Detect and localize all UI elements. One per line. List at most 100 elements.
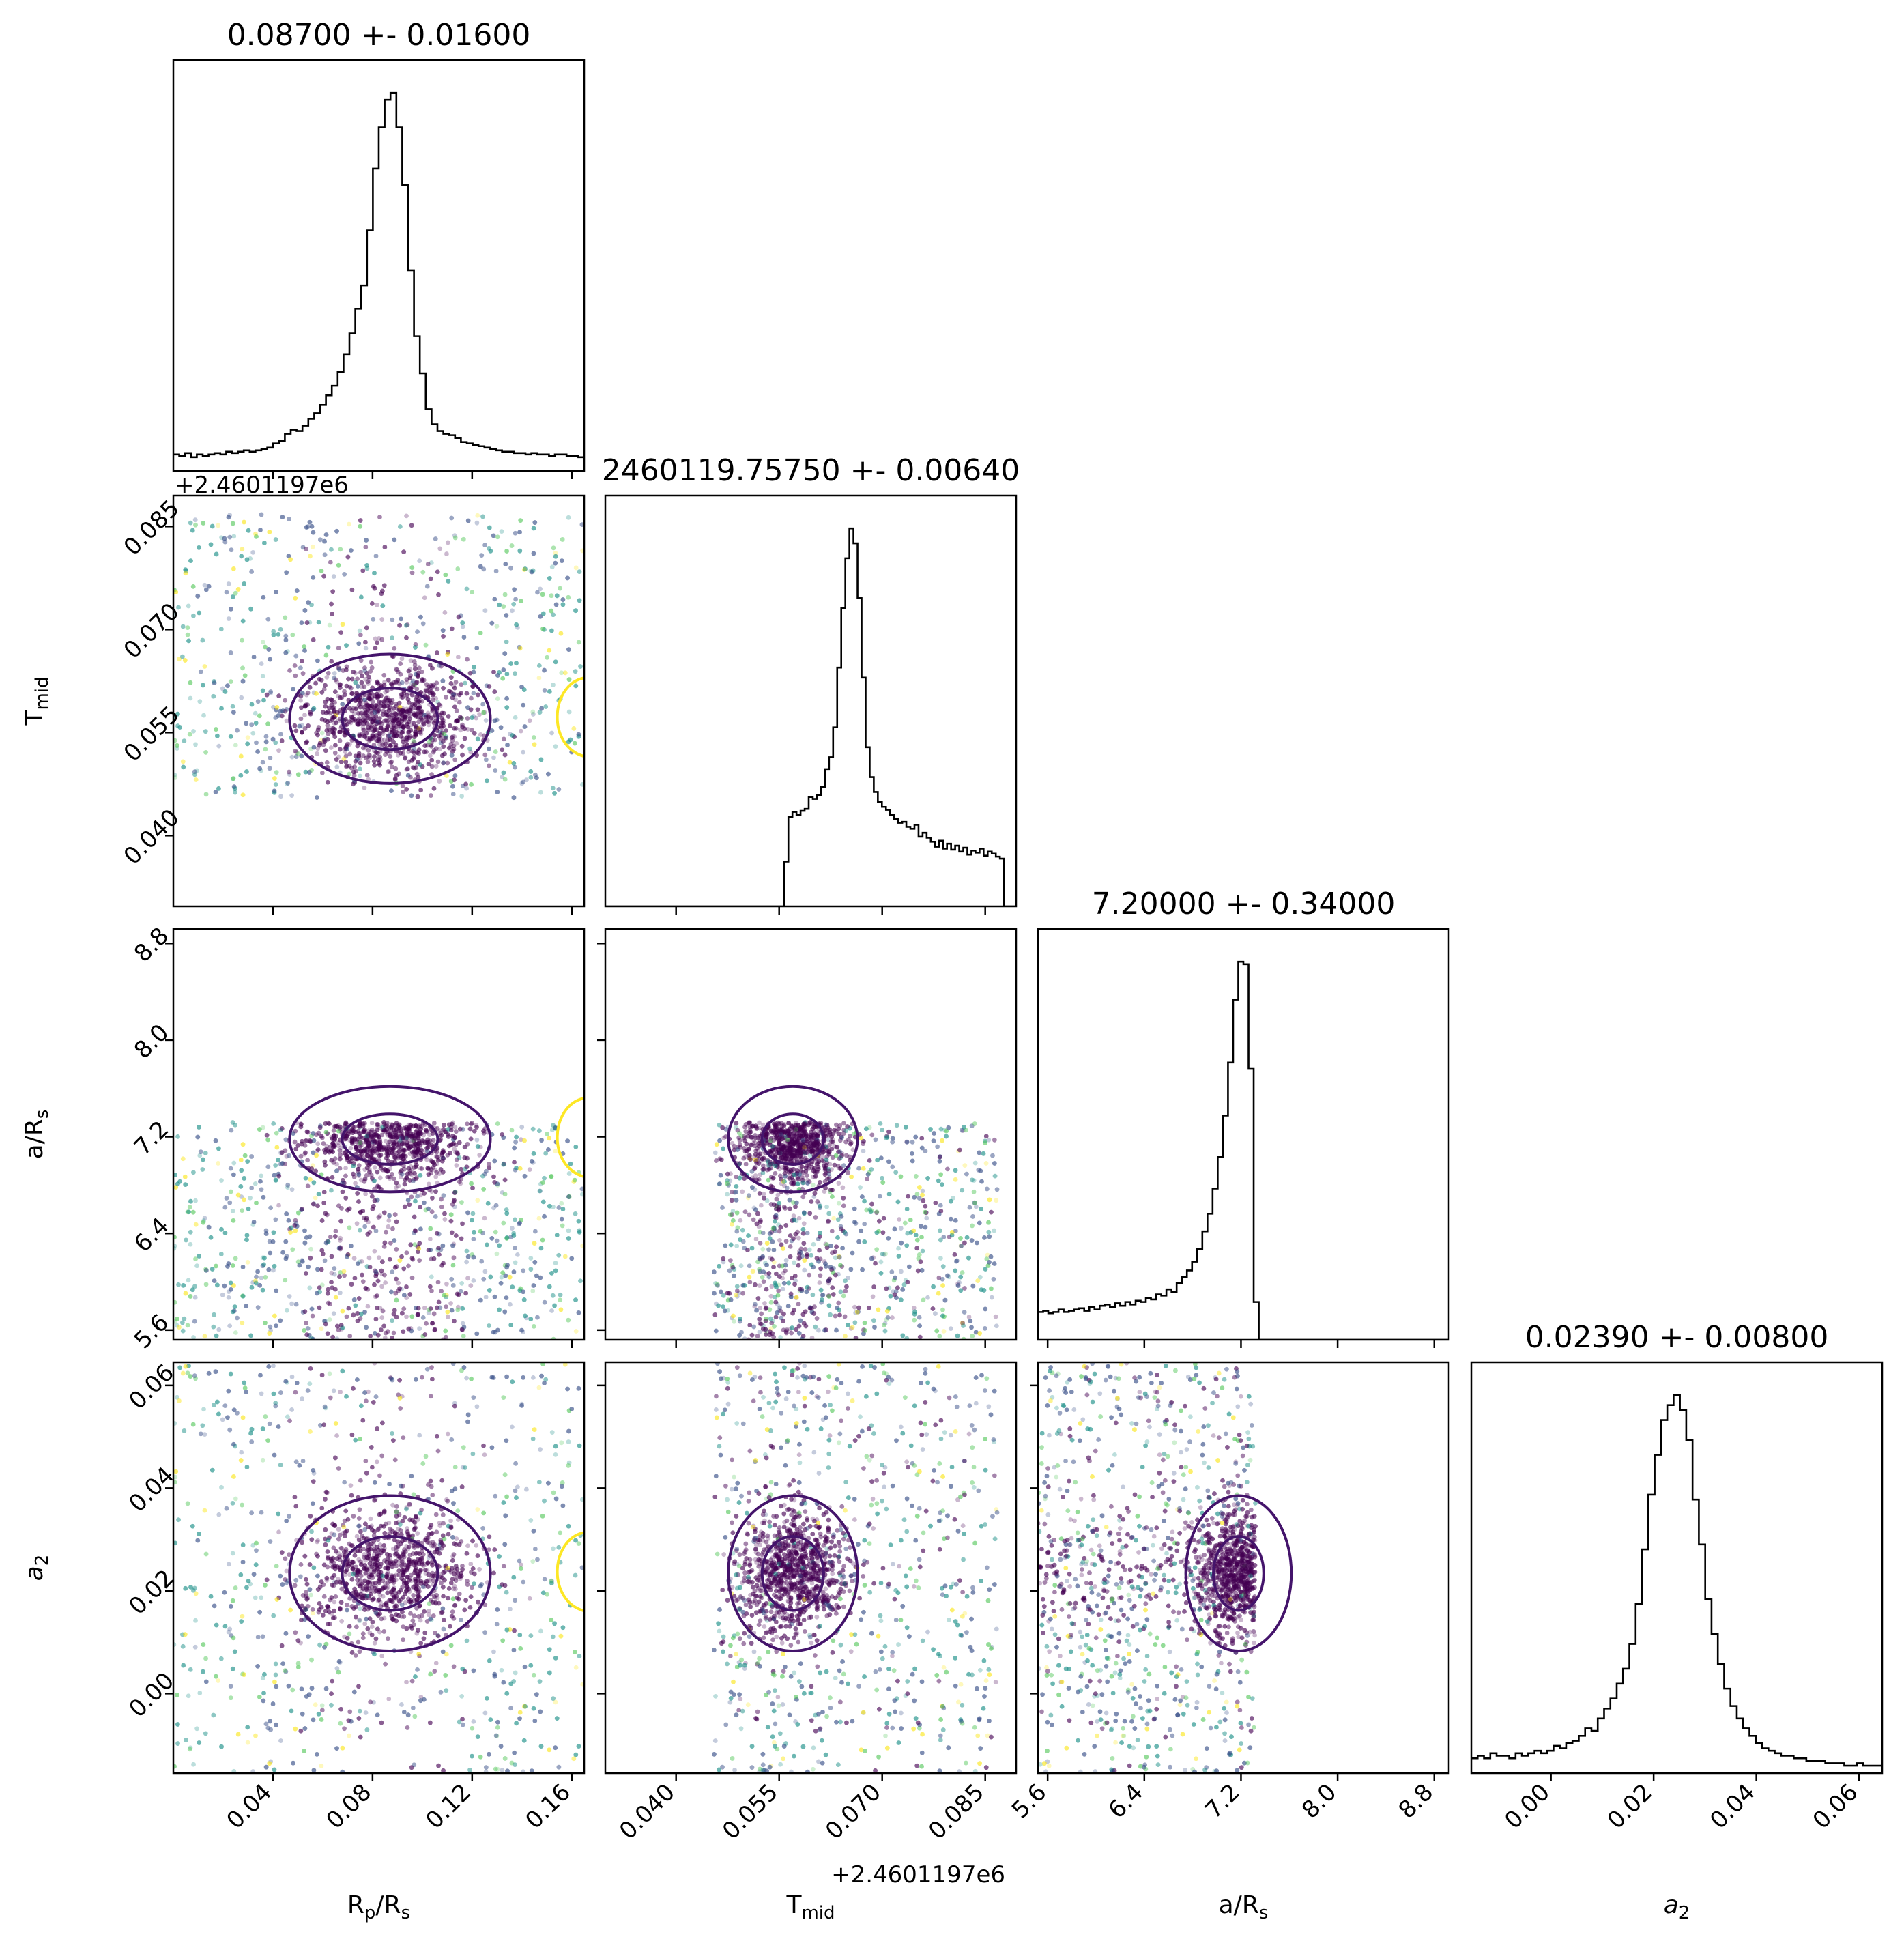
sample-point [343, 667, 349, 672]
sample-point [394, 1185, 399, 1190]
sample-point [182, 738, 187, 744]
sample-point [382, 700, 387, 705]
sample-point [441, 685, 446, 691]
sample-point [324, 674, 330, 680]
sample-point [521, 702, 526, 708]
sample-point [358, 719, 363, 724]
sample-point [185, 625, 190, 631]
sample-point [372, 727, 377, 732]
sample-point [446, 689, 452, 694]
sample-point [238, 773, 244, 778]
sample-point [183, 567, 188, 572]
sample-point [265, 721, 271, 727]
sample-point [383, 741, 388, 747]
sample-point [457, 715, 463, 720]
sample-point [440, 739, 446, 744]
sample-point [373, 554, 379, 559]
sample-point [396, 700, 402, 706]
sample-point [412, 754, 417, 760]
sample-point [445, 652, 450, 657]
sample-point [352, 779, 358, 785]
sample-point [549, 628, 554, 633]
sample-point [476, 692, 480, 698]
sample-point [508, 565, 513, 571]
sample-point [193, 1198, 198, 1203]
sample-point [230, 594, 235, 599]
sample-point [371, 717, 377, 722]
sample-point [430, 715, 435, 720]
sample-point [444, 735, 448, 741]
sample-point [521, 687, 527, 692]
sample-point [429, 689, 434, 694]
sample-point [367, 736, 373, 741]
sample-point [577, 598, 582, 603]
sample-point [284, 570, 289, 575]
sample-point [267, 766, 272, 771]
sample-point [377, 1175, 383, 1181]
sample-point [263, 747, 268, 752]
sample-point [435, 687, 440, 692]
sample-point [550, 786, 556, 791]
sample-point [407, 716, 413, 721]
sample-point [197, 699, 203, 704]
sample-point [302, 726, 308, 731]
sample-point [349, 715, 354, 719]
sample-point [201, 683, 205, 688]
sample-point [409, 565, 415, 570]
sample-point [409, 570, 415, 575]
sample-point [280, 515, 285, 520]
sample-point [487, 525, 492, 530]
sample-point [547, 648, 552, 653]
sample-point [326, 644, 331, 650]
sample-point [391, 719, 396, 723]
sample-point [306, 723, 311, 728]
sample-point [547, 689, 552, 694]
sample-point [231, 1160, 237, 1166]
sample-point [329, 659, 334, 664]
sample-point [523, 566, 528, 571]
sample-point [302, 648, 307, 653]
sample-point [203, 792, 209, 797]
sample-point [426, 714, 431, 719]
sample-point [407, 711, 413, 717]
sample-point [366, 681, 371, 687]
sample-point [331, 1311, 336, 1317]
sample-point [371, 584, 376, 589]
sample-point [330, 726, 336, 731]
sample-point [411, 721, 416, 726]
sample-point [508, 661, 514, 666]
sample-point [276, 631, 281, 637]
sample-point [259, 661, 264, 666]
sample-point [285, 781, 289, 786]
sample-point [274, 770, 279, 775]
sample-point [419, 669, 424, 674]
sample-point [330, 706, 336, 711]
sample-point [560, 602, 566, 607]
sample-point [295, 751, 301, 756]
sample-point [478, 631, 483, 635]
sample-point [577, 598, 582, 603]
sample-point [283, 698, 288, 703]
sample-point [260, 760, 265, 765]
sample-point [288, 557, 293, 562]
sample-point [491, 533, 496, 538]
sample-point [297, 723, 302, 729]
sample-point [545, 655, 550, 660]
sample-point [259, 1275, 264, 1280]
sample-point [287, 769, 291, 775]
sample-point [273, 715, 278, 720]
sample-point [330, 698, 335, 703]
sample-point [414, 680, 420, 685]
sample-point [381, 719, 387, 724]
sample-point [325, 736, 330, 742]
sample-point [542, 667, 547, 673]
sample-point [376, 693, 381, 699]
sample-point [303, 740, 308, 745]
sample-point [438, 736, 444, 741]
sample-point [300, 691, 305, 695]
sample-point [283, 650, 289, 655]
sample-point [366, 694, 371, 700]
sample-point [343, 717, 348, 722]
sample-point [462, 726, 467, 732]
sample-point [343, 667, 349, 672]
